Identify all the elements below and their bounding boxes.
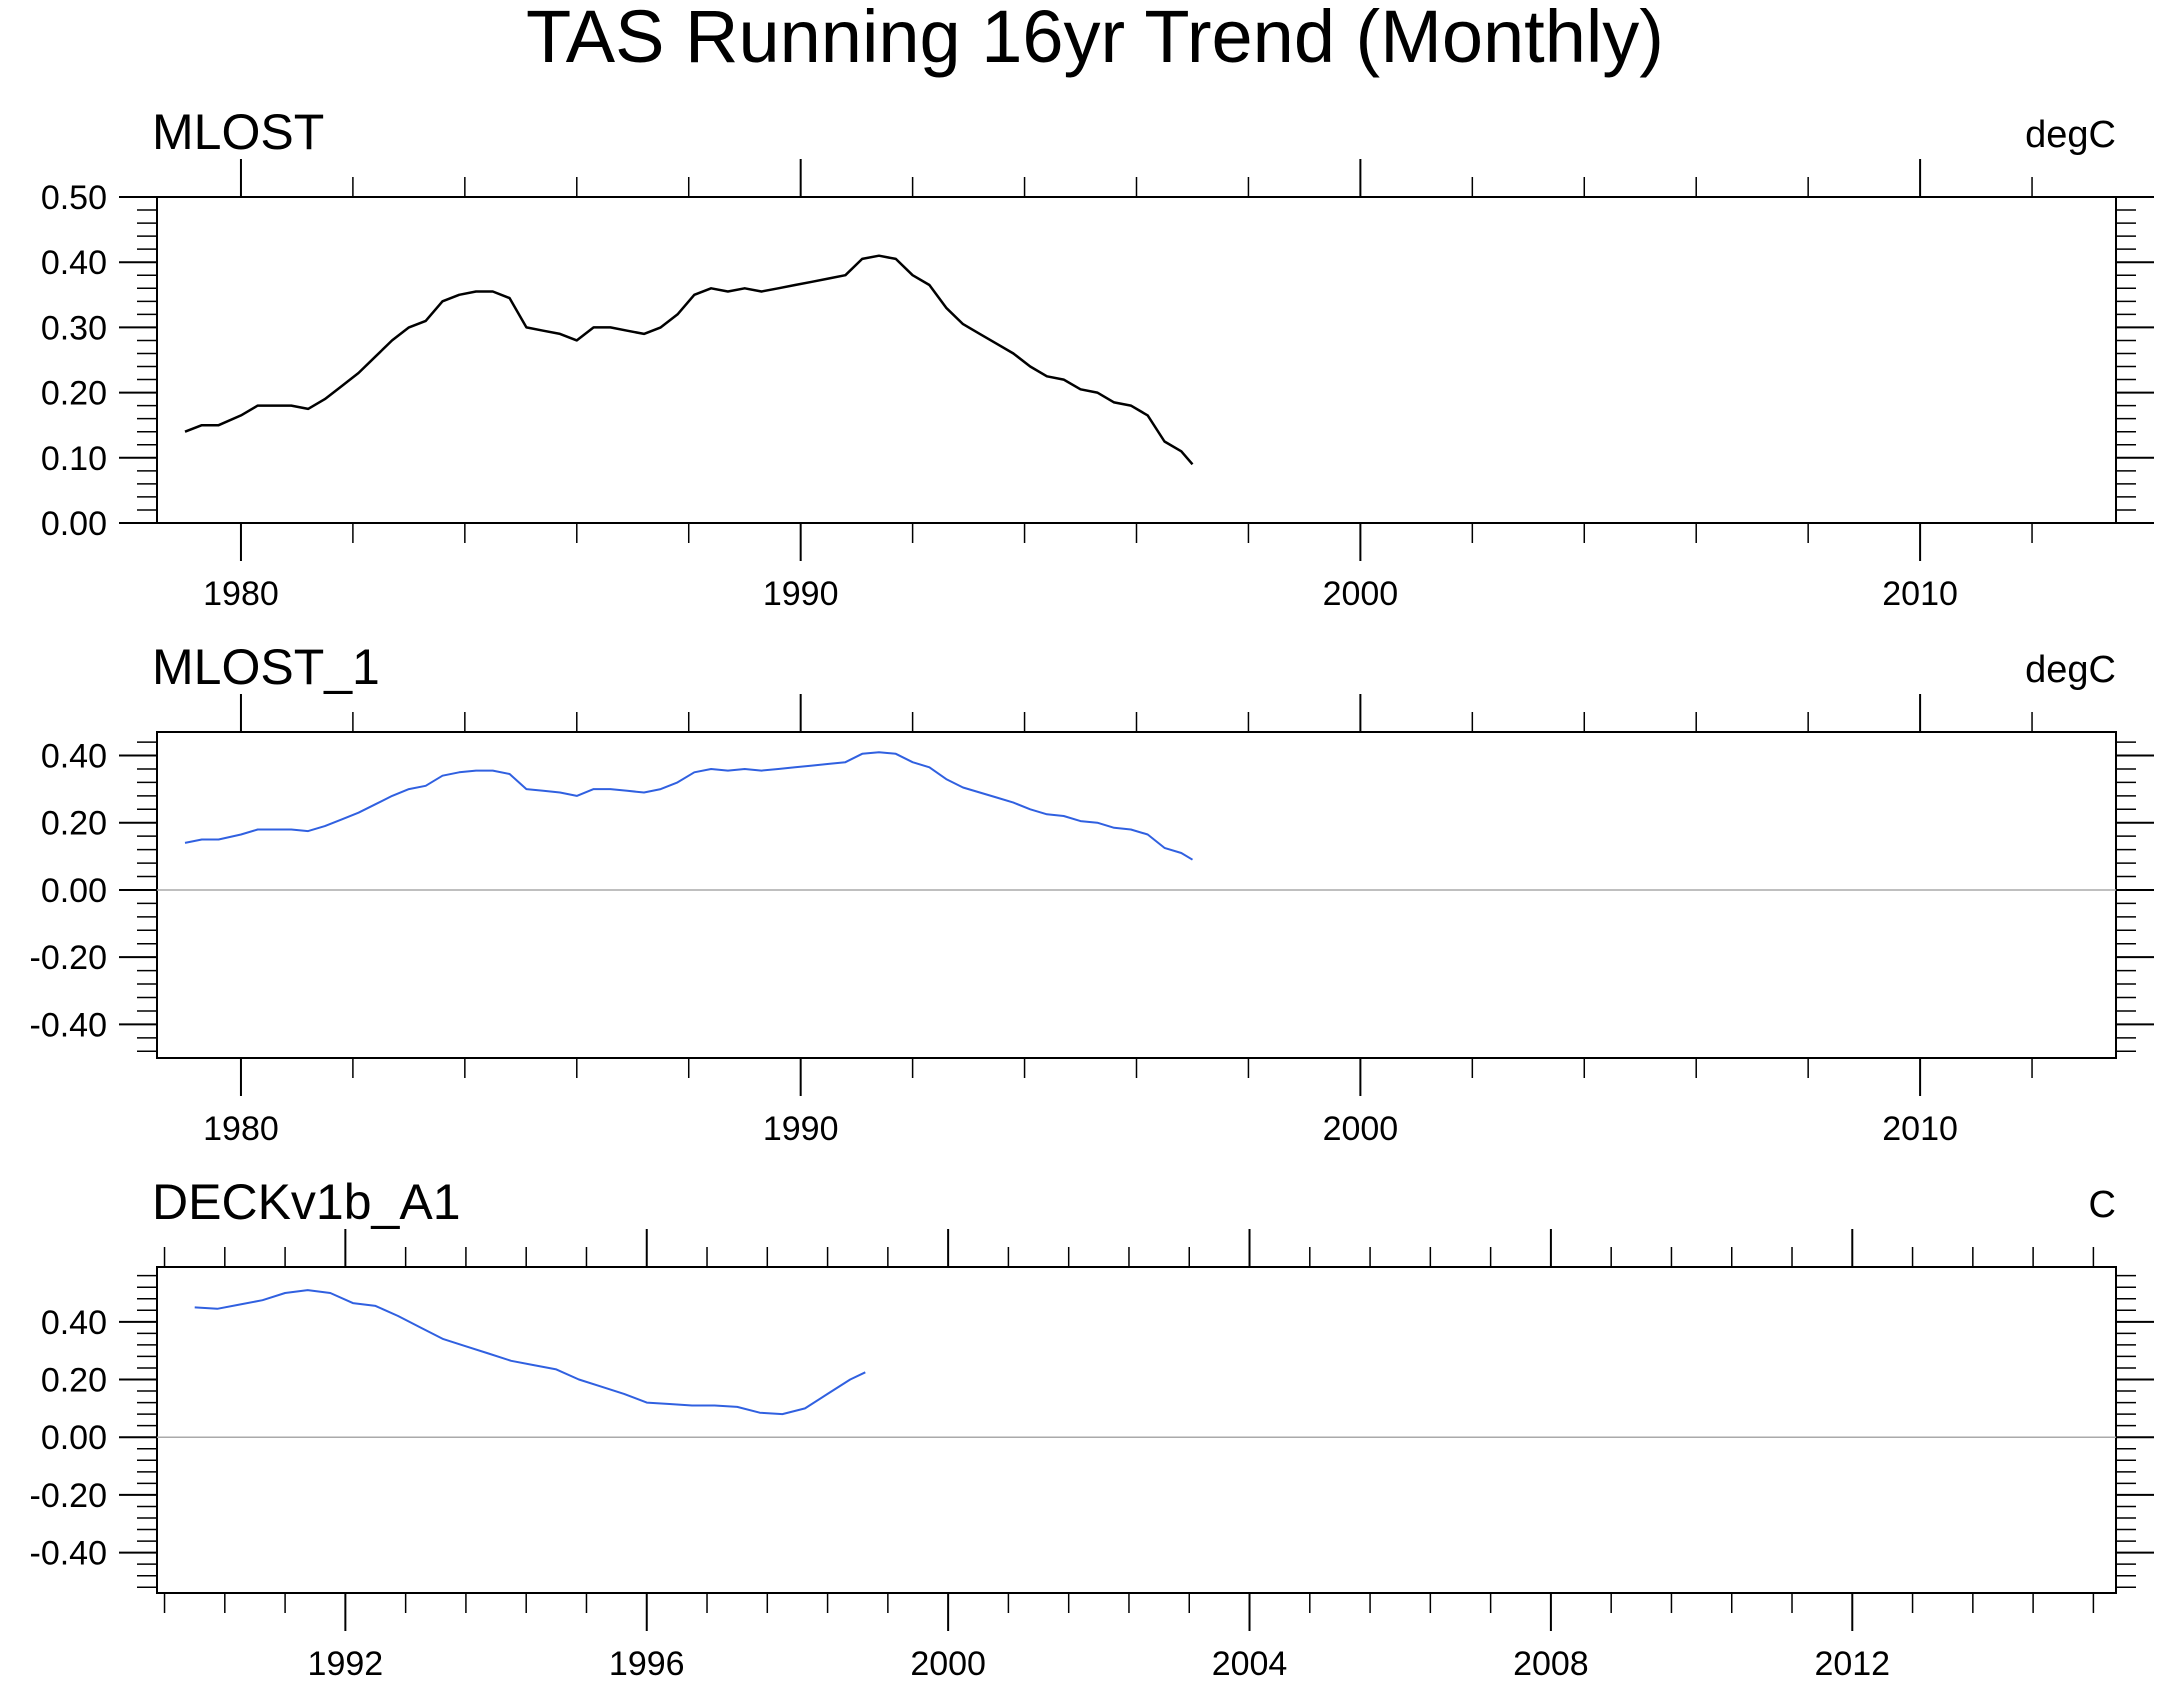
x-tick-label: 1980: [203, 575, 279, 613]
x-tick-label: 1996: [609, 1645, 685, 1683]
y-tick-label: 0.50: [41, 179, 107, 217]
chart-panel-3: DECKv1b_A1 C -0.40 -0.20 0.00 0.20 0.40 1992 199…: [30, 1174, 2154, 1683]
panel-title: MLOST: [152, 104, 324, 160]
panel-title: DECKv1b_A1: [152, 1174, 461, 1230]
y-tick-label: 0.40: [41, 738, 107, 776]
x-tick-label: 2000: [1323, 575, 1399, 613]
y-tick-label: 0.00: [41, 872, 107, 910]
y-tick-label: -0.40: [30, 1006, 108, 1044]
chart-panel-2: MLOST_1 degC -0.40 -0.20 0.00 0.20 0.40 1980 199…: [30, 639, 2154, 1148]
series-line-1: [184, 751, 1194, 861]
x-tick-label: 1980: [203, 1110, 279, 1148]
units-label: degC: [2025, 649, 2116, 691]
x-tick-label: 2000: [1323, 1110, 1399, 1148]
x-tick-label: 2004: [1212, 1645, 1288, 1683]
units-label: degC: [2025, 114, 2116, 156]
chart-panel-1: MLOST degC 0.00 0.10 0.20 0.30 0.40 0.50 1980 199…: [41, 104, 2154, 613]
y-tick-label: 0.30: [41, 309, 107, 347]
y-tick-label: -0.40: [30, 1535, 108, 1573]
y-tick-label: 0.20: [41, 1362, 107, 1400]
x-tick-label: 1990: [763, 1110, 839, 1148]
y-tick-label: 0.00: [41, 505, 107, 543]
x-tick-label: 1990: [763, 575, 839, 613]
y-tick-label: 0.40: [41, 1304, 107, 1342]
plot-frame: [156, 196, 2117, 524]
x-tick-label: 2010: [1882, 575, 1958, 613]
chart-panels: MLOST degC 0.00 0.10 0.20 0.30 0.40 0.50 1980 199…: [30, 104, 2154, 1683]
y-tick-label: 0.10: [41, 440, 107, 478]
y-tick-label: 0.00: [41, 1419, 107, 1457]
y-tick-label: -0.20: [30, 939, 108, 977]
series-line-1: [194, 1289, 866, 1416]
x-tick-label: 2000: [910, 1645, 986, 1683]
plot-frame: [156, 731, 2117, 1059]
y-tick-label: -0.20: [30, 1477, 108, 1515]
plot-frame: [156, 1266, 2117, 1594]
panel-title: MLOST_1: [152, 639, 380, 695]
y-tick-label: 0.20: [41, 805, 107, 843]
units-label: C: [2089, 1184, 2116, 1226]
x-tick-label: 1992: [308, 1645, 384, 1683]
x-tick-label: 2010: [1882, 1110, 1958, 1148]
series-line-1: [184, 254, 1194, 466]
x-tick-label: 2012: [1814, 1645, 1890, 1683]
x-tick-label: 2008: [1513, 1645, 1589, 1683]
y-tick-label: 0.40: [41, 244, 107, 282]
chart-main-title: TAS Running 16yr Trend (Monthly): [526, 0, 1664, 78]
y-tick-label: 0.20: [41, 375, 107, 413]
